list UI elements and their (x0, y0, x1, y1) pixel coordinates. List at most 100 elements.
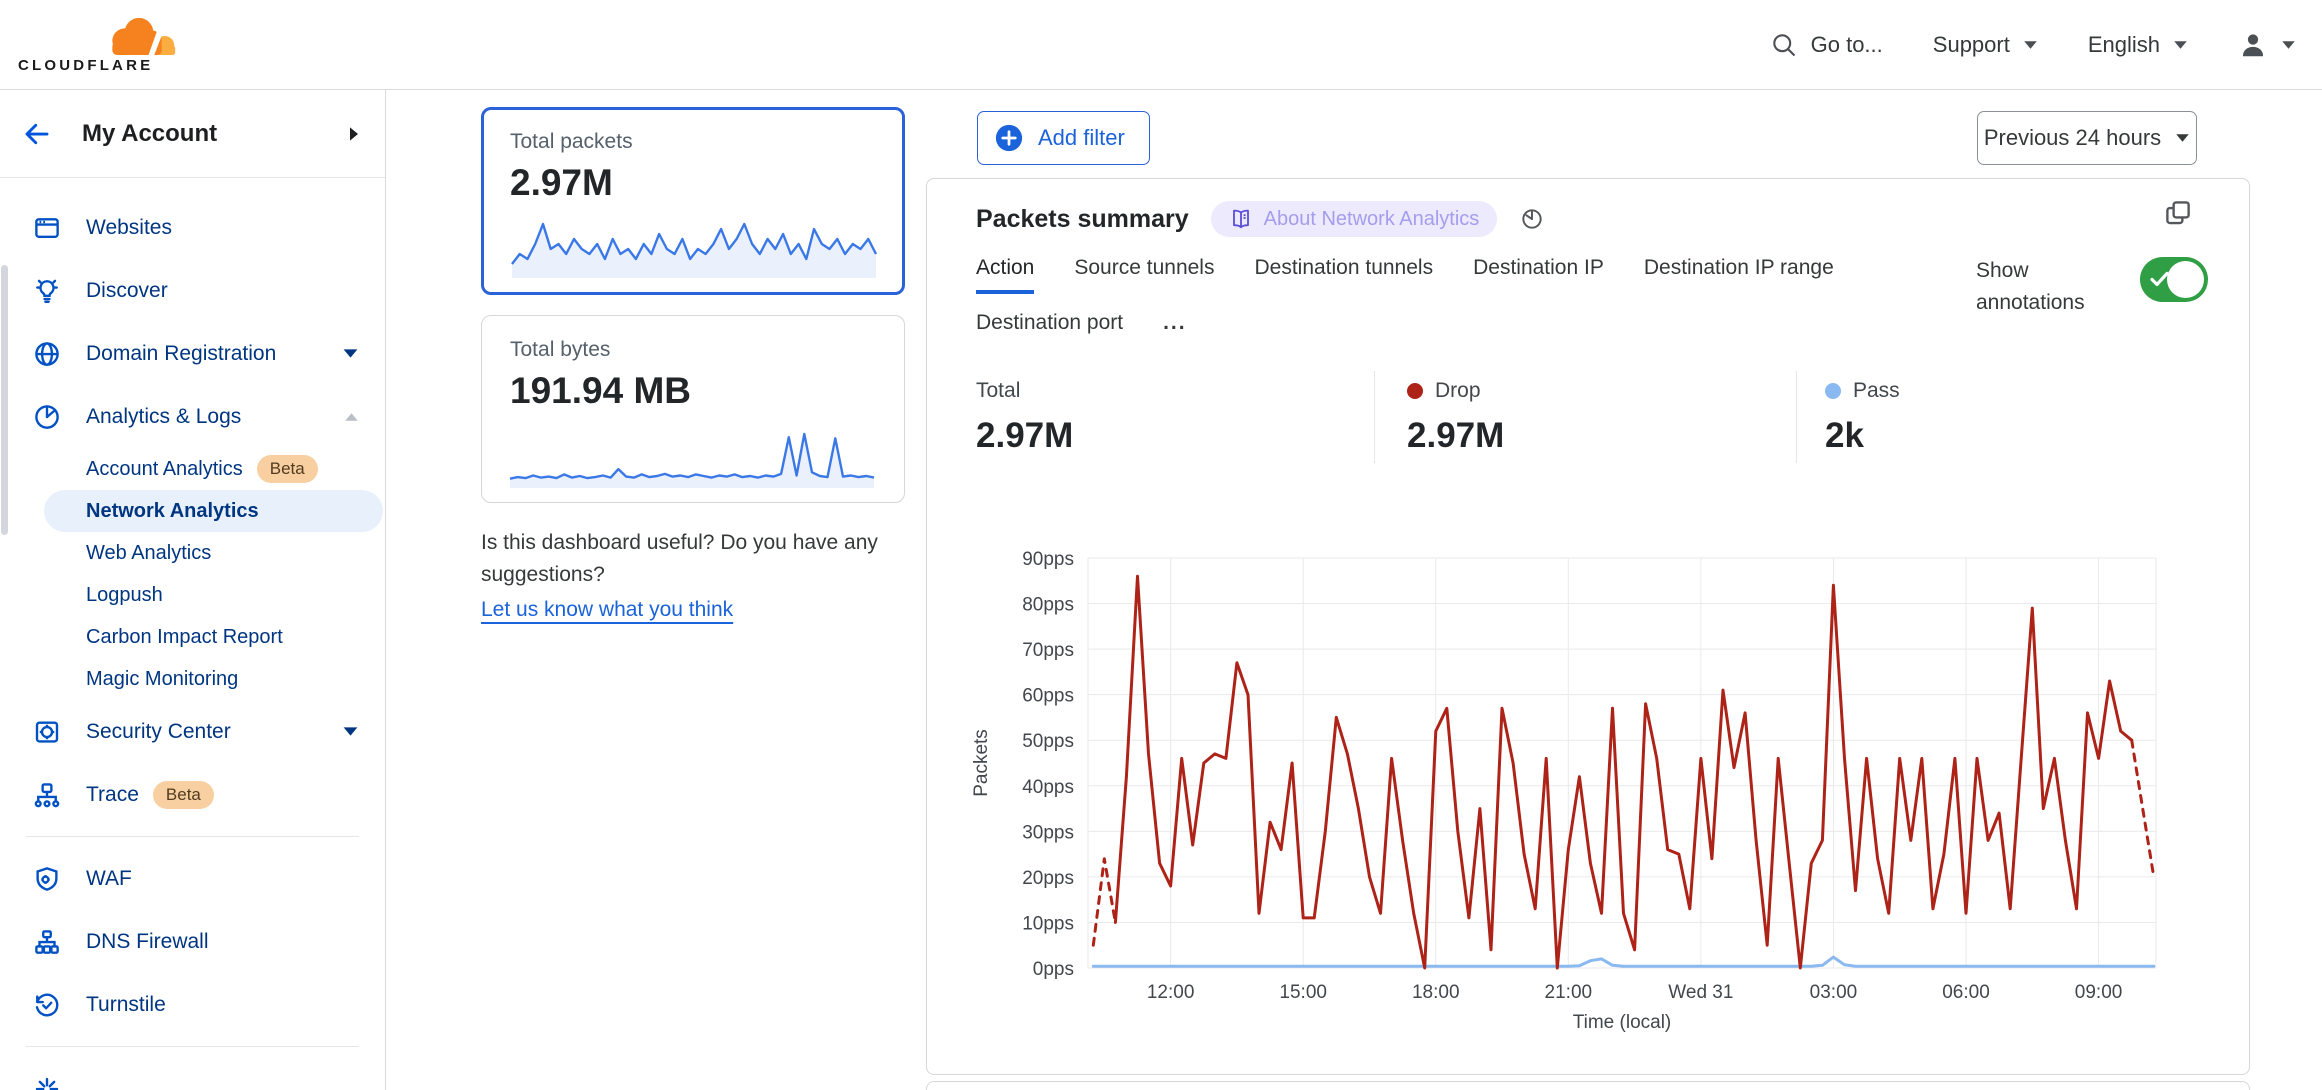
svg-text:40pps: 40pps (1022, 777, 1074, 798)
svg-text:12:00: 12:00 (1147, 982, 1195, 1003)
about-network-analytics-badge[interactable]: About Network Analytics (1210, 201, 1498, 237)
card-value: 2.97M (510, 162, 613, 203)
show-annotations-label: Show annotations (1976, 259, 2085, 314)
language-label: English (2087, 31, 2160, 57)
about-badge-label: About Network Analytics (1263, 207, 1480, 230)
svg-text:09:00: 09:00 (2075, 982, 2123, 1003)
card-title: Total packets (510, 130, 633, 153)
total-packets-card[interactable]: Total packets 2.97M (481, 107, 905, 295)
chevron-down-icon (2174, 40, 2187, 49)
stat-label: Total (976, 379, 1021, 402)
beta-badge: Beta (152, 780, 214, 809)
tab-more-ellipsis[interactable]: ... (1163, 311, 1187, 334)
stat-label: Drop (1435, 379, 1481, 402)
chevron-right-icon[interactable] (347, 126, 361, 142)
tab-destination-port[interactable]: Destination port (976, 311, 1124, 334)
rotate-check-icon (30, 988, 64, 1022)
bytes-sparkline (509, 432, 875, 488)
sidebar-item-label: WAF (86, 866, 132, 890)
time-window-icon (1522, 209, 1542, 229)
sidebar-item-partial[interactable] (0, 1057, 385, 1090)
sidebar-item-waf[interactable]: WAF (0, 847, 385, 910)
next-panel-edge (926, 1081, 2250, 1090)
svg-text:18:00: 18:00 (1412, 982, 1460, 1003)
add-filter-button[interactable]: Add filter (977, 111, 1150, 165)
shield-gear-icon (30, 862, 64, 896)
sidebar-item-account-analytics[interactable]: Account Analytics Beta (0, 448, 385, 490)
browser-icon (30, 211, 64, 245)
panel-header: Packets summary About Network Analytics (976, 201, 1545, 237)
goto-search[interactable]: Go to... (1770, 31, 1883, 59)
tab-destination-ip[interactable]: Destination IP (1473, 256, 1604, 279)
sidebar-item-network-analytics[interactable]: Network Analytics (44, 490, 383, 532)
sidebar-item-carbon-impact-report[interactable]: Carbon Impact Report (0, 616, 385, 658)
svg-text:90pps: 90pps (1022, 549, 1074, 570)
sitemap-icon (30, 778, 64, 812)
svg-text:10pps: 10pps (1022, 913, 1074, 934)
stats-divider (1374, 371, 1375, 463)
top-header: CLOUDFLARE Go to... Support English (0, 0, 2322, 90)
account-menu[interactable] (2238, 30, 2296, 60)
sidebar-item-domain-registration[interactable]: Domain Registration (0, 322, 385, 385)
search-icon (1772, 33, 1795, 56)
support-menu[interactable]: Support (1933, 32, 2038, 58)
svg-text:03:00: 03:00 (1810, 982, 1858, 1003)
header-controls: Go to... Support English (1770, 30, 2296, 60)
hierarchy-icon (30, 925, 64, 959)
sidebar-item-turnstile[interactable]: Turnstile (0, 973, 385, 1036)
cloudflare-cloud-icon (112, 17, 176, 55)
book-icon (1232, 209, 1249, 229)
packets-summary-panel: Packets summary About Network Analytics … (926, 178, 2250, 1075)
sidebar-item-trace[interactable]: Trace Beta (0, 763, 385, 826)
svg-text:20pps: 20pps (1022, 868, 1074, 889)
svg-text:Wed 31: Wed 31 (1668, 982, 1733, 1003)
sidebar-item-label: Turnstile (86, 992, 166, 1016)
sidebar-scrollbar[interactable] (1, 265, 8, 535)
tab-destination-ip-range[interactable]: Destination IP range (1643, 256, 1834, 279)
tab-destination-tunnels[interactable]: Destination tunnels (1254, 256, 1434, 279)
show-annotations-control: Show annotations (1976, 255, 2208, 319)
tab-action[interactable]: Action (976, 256, 1035, 294)
sidebar-item-magic-monitoring[interactable]: Magic Monitoring (0, 658, 385, 700)
sidebar-item-security-center[interactable]: Security Center (0, 700, 385, 763)
cloudflare-logo[interactable]: CLOUDFLARE (18, 16, 182, 74)
chevron-up-icon (345, 412, 358, 421)
pie-chart-icon (30, 400, 64, 434)
stat-pass: Pass 2k (1825, 379, 1900, 456)
panel-title: Packets summary (976, 204, 1189, 233)
svg-text:21:00: 21:00 (1545, 982, 1593, 1003)
packets-time-series-chart: 0pps 10pps 20pps 30pps 40pps 50pps 60pps 70pps 8… (971, 549, 2157, 1033)
svg-text:30pps: 30pps (1022, 822, 1074, 843)
chevron-down-icon (2176, 134, 2189, 142)
sidebar-item-websites[interactable]: Websites (0, 196, 385, 259)
duplicate-icon[interactable] (2163, 198, 2193, 228)
burst-icon (30, 1072, 64, 1090)
stat-drop: Drop 2.97M (1407, 379, 1504, 456)
packets-sparkline (511, 222, 878, 278)
globe-icon (30, 337, 64, 371)
sidebar-item-label: DNS Firewall (86, 929, 209, 953)
total-bytes-card[interactable]: Total bytes 191.94 MB (481, 315, 905, 503)
sidebar-item-dns-firewall[interactable]: DNS Firewall (0, 910, 385, 973)
sidebar-item-analytics-logs[interactable]: Analytics & Logs (0, 385, 385, 448)
sidebar-item-web-analytics[interactable]: Web Analytics (0, 532, 385, 574)
sidebar-item-logpush[interactable]: Logpush (0, 574, 385, 616)
sidebar-item-label: Websites (86, 215, 172, 239)
sidebar-item-label: Trace (86, 782, 139, 806)
sidebar-item-discover[interactable]: Discover (0, 259, 385, 322)
time-range-select[interactable]: Previous 24 hours (1977, 111, 2197, 165)
feedback-link[interactable]: Let us know what you think (481, 598, 734, 621)
tab-source-tunnels[interactable]: Source tunnels (1074, 256, 1215, 279)
time-range-label: Previous 24 hours (1983, 125, 2162, 150)
sidebar-item-label: Analytics & Logs (86, 404, 242, 428)
stat-value: 2.97M (976, 416, 1074, 455)
language-menu[interactable]: English (2088, 32, 2188, 58)
annotations-toggle[interactable] (2140, 257, 2208, 302)
stat-total: Total 2.97M (976, 379, 1073, 456)
svg-text:15:00: 15:00 (1279, 982, 1327, 1003)
back-arrow-icon[interactable] (22, 119, 52, 149)
sidebar-item-label: Carbon Impact Report (86, 625, 283, 648)
dimension-tabs: Action Source tunnels Destination tunnel… (976, 256, 1886, 349)
beta-badge: Beta (256, 455, 318, 483)
